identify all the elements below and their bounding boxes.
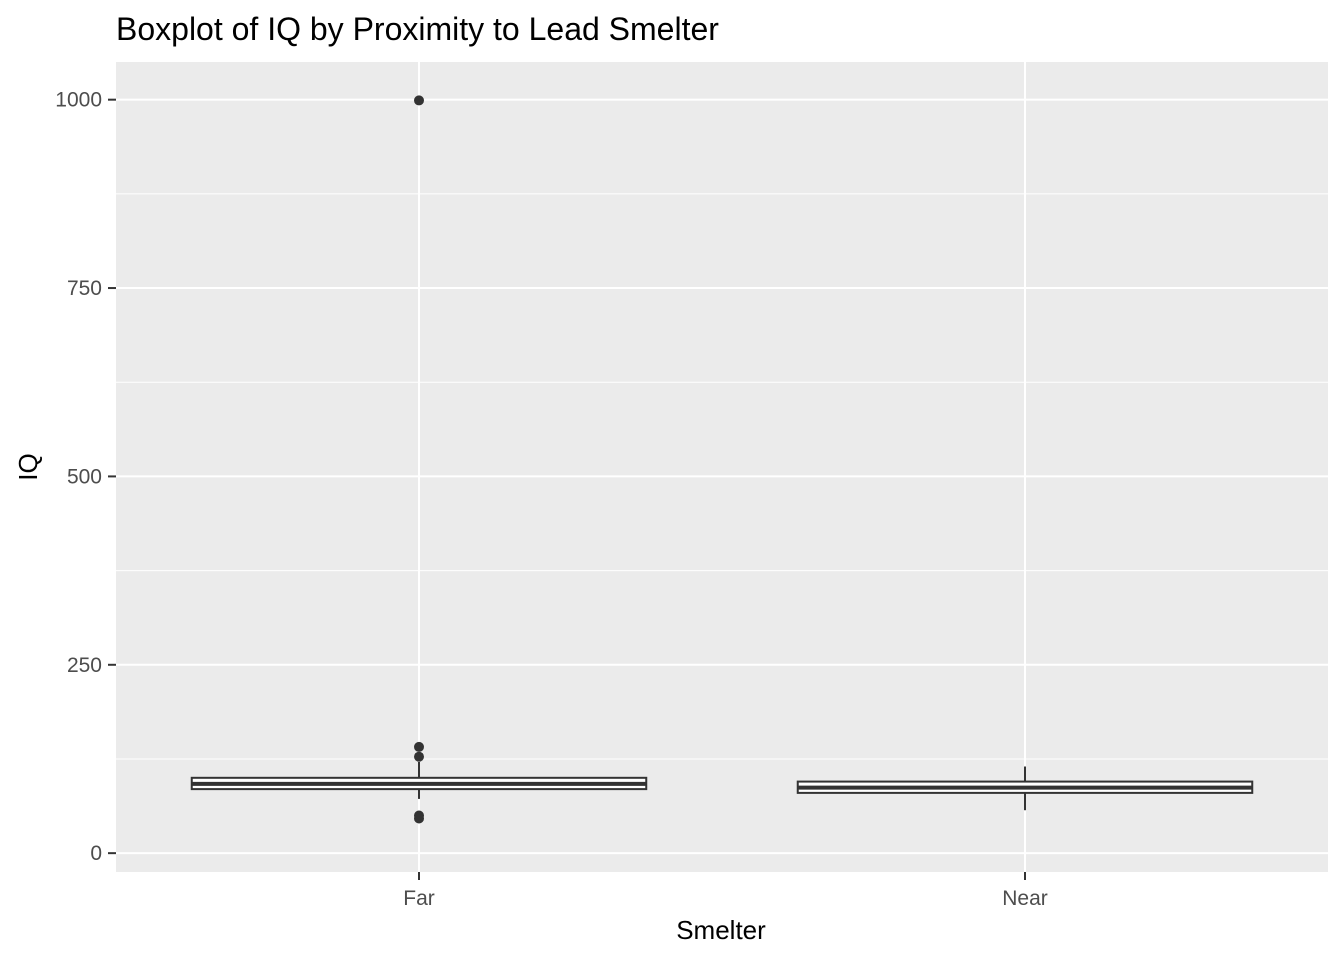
x-axis: Far Near — [403, 872, 1048, 910]
outlier-point — [414, 813, 424, 824]
box-far — [190, 95, 648, 824]
boxes-layer — [190, 95, 1254, 824]
minor-gridlines — [116, 193, 1328, 760]
x-tick-label: Near — [1002, 887, 1048, 910]
x-axis-title: Smelter — [676, 915, 766, 945]
y-tick-label: 1000 — [55, 89, 102, 112]
outlier-point — [414, 751, 424, 762]
y-axis: 0 250 500 750 1000 — [55, 89, 116, 865]
major-gridlines — [116, 62, 1328, 872]
y-axis-title: IQ — [13, 453, 43, 480]
chart-title: Boxplot of IQ by Proximity to Lead Smelt… — [116, 11, 719, 47]
y-tick-label: 250 — [67, 654, 102, 677]
box-near — [796, 766, 1254, 811]
plot-panel — [116, 62, 1328, 872]
outlier-point — [414, 741, 424, 752]
y-tick-label: 0 — [90, 842, 102, 865]
x-tick-label: Far — [403, 887, 435, 910]
y-tick-label: 750 — [67, 277, 102, 300]
outlier-point — [414, 95, 424, 106]
y-tick-label: 500 — [67, 465, 102, 488]
